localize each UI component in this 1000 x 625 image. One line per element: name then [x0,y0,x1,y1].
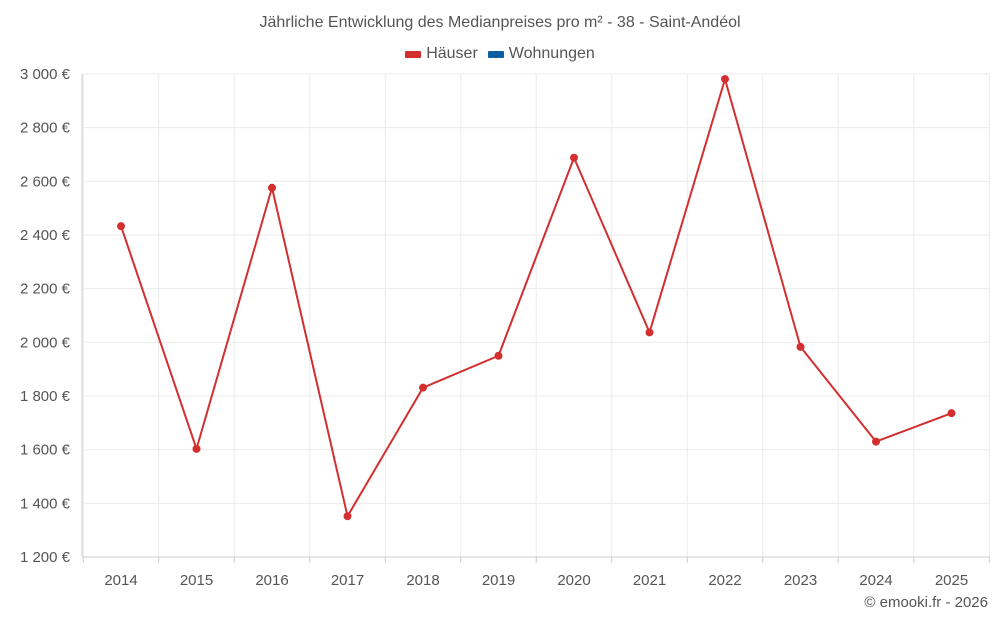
data-point-2020 [570,153,578,162]
chart-title: Jährliche Entwicklung des Medianpreises … [259,14,741,31]
y-tick-label-2800: 2 800 € [20,120,71,137]
axes [81,74,990,563]
x-tick-label-2024: 2024 [859,572,892,589]
grid [82,73,990,557]
y-tick-label-1200: 1 200 € [20,549,71,566]
legend-item-haeuser[interactable]: Häuser [405,45,478,63]
x-tick-label-2014: 2014 [104,572,137,589]
legend-swatch-haeuser [405,50,422,58]
tick-labels: 1 200 € 1 400 € 1 600 € 1 800 € 2 000 € 2 200… [20,66,968,589]
data-point-2017 [343,512,352,521]
x-tick-label-2022: 2022 [708,572,741,589]
legend-label-haeuser: Häuser [426,45,478,62]
data-point-2019 [494,351,503,360]
y-tick-label-1400: 1 400 € [20,495,71,512]
legend: Häuser Wohnungen [0,45,1000,63]
legend-swatch-wohnungen [487,50,504,58]
credit-text: © emooki.fr - 2026 [864,594,988,611]
legend-label-wohnungen: Wohnungen [508,45,595,62]
y-tick-label-1800: 1 800 € [20,388,71,405]
x-tick-label-2015: 2015 [180,572,213,589]
data-point-2021 [645,328,654,337]
data-point-2018 [419,383,427,392]
data-point-2023 [796,342,805,351]
data-point-2022 [721,75,729,84]
y-tick-label-2200: 2 200 € [20,281,71,298]
data-point-2015 [192,444,201,453]
data-point-2014 [117,222,125,231]
x-tick-label-2019: 2019 [482,572,515,589]
x-tick-label-2016: 2016 [255,572,288,589]
data-point-2025 [947,409,956,418]
y-tick-label-2600: 2 600 € [20,173,71,190]
data-point-2016 [268,183,276,192]
y-tick-label-1600: 1 600 € [20,442,71,459]
y-tick-label-3000: 3 000 € [20,66,71,83]
x-tick-label-2020: 2020 [557,572,590,589]
x-tick-label-2025: 2025 [935,572,968,589]
x-tick-label-2023: 2023 [784,572,817,589]
series-line-0 [120,78,952,518]
data-point-2024 [872,437,880,446]
x-tick-label-2017: 2017 [331,572,364,589]
x-tick-label-2018: 2018 [406,572,439,589]
series-haeuser [117,75,956,521]
y-tick-label-2400: 2 400 € [20,227,71,244]
legend-item-wohnungen[interactable]: Wohnungen [487,45,595,63]
y-tick-label-2000: 2 000 € [20,334,71,351]
x-tick-label-2021: 2021 [633,572,666,589]
